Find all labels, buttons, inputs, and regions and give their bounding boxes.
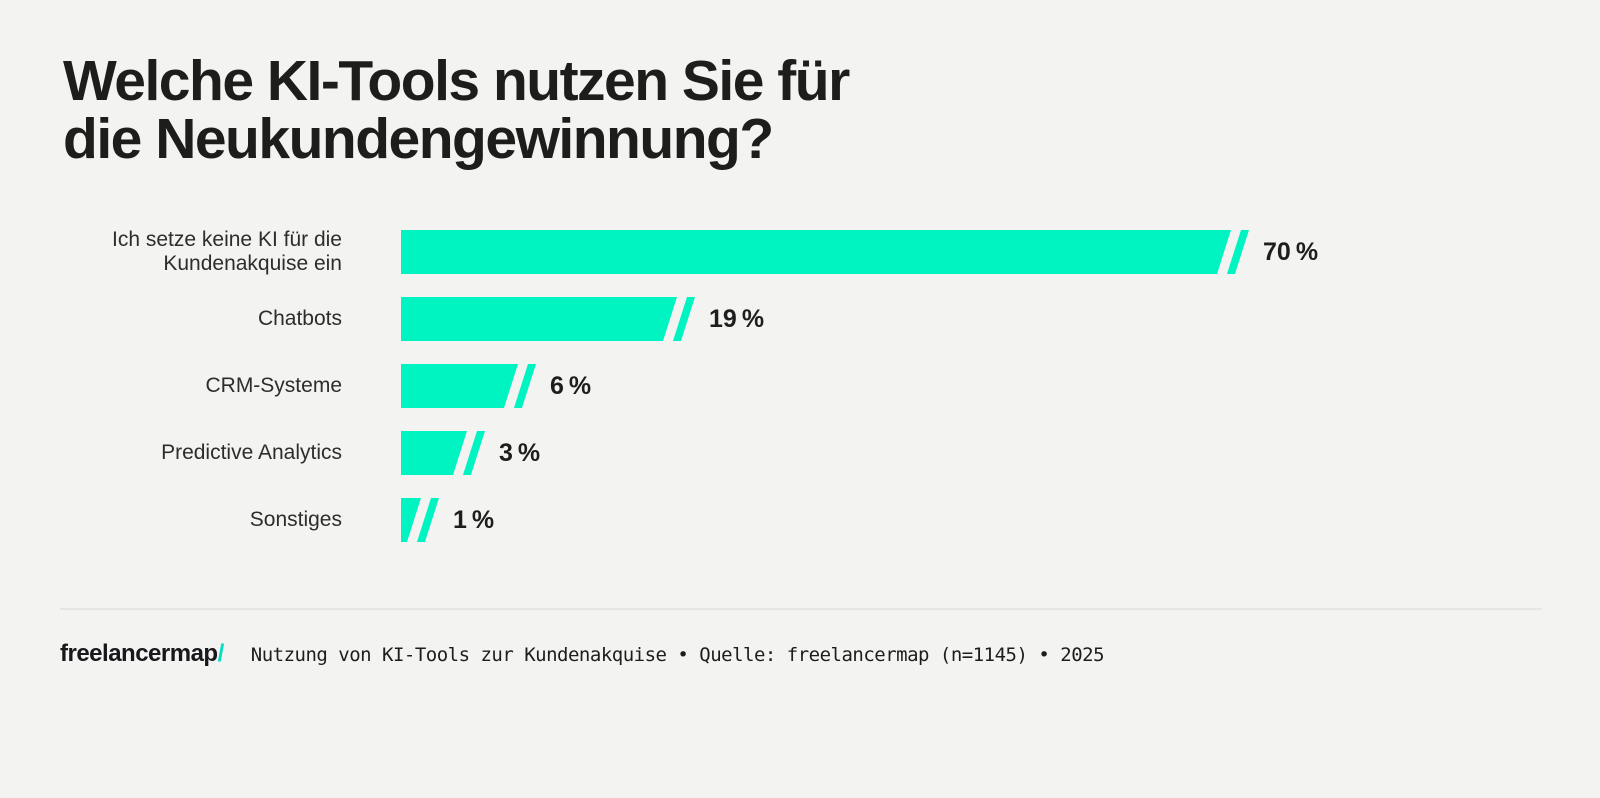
bar-group: 19 % — [401, 297, 764, 341]
value-label: 6 % — [550, 371, 592, 400]
bar-group: 6 % — [401, 364, 591, 408]
value-label: 19 % — [709, 304, 765, 333]
bar — [401, 230, 1231, 274]
infographic: Welche KI-Tools nutzen Sie für die Neuku… — [0, 52, 1600, 798]
bar — [401, 431, 467, 475]
bar-end-slash-icon — [672, 297, 695, 341]
category-label: Predictive Analytics — [161, 441, 342, 464]
value-label: 70 % — [1263, 237, 1319, 266]
value-label: 1 % — [453, 505, 495, 534]
brand-logo-text: freelancermap — [60, 640, 218, 667]
category-label: Ich setze keine KI für die Kundenakquise… — [112, 228, 342, 275]
value-label: 3 % — [499, 438, 541, 467]
category-label: CRM-Systeme — [205, 374, 342, 397]
bar-row: Chatbots 19 % — [60, 297, 1600, 341]
bar-group: 70 % — [401, 230, 1318, 274]
footer: freelancermap/ Nutzung von KI-Tools zur … — [60, 640, 1600, 668]
brand-logo: freelancermap/ — [60, 640, 224, 668]
category-label: Chatbots — [257, 307, 342, 330]
chart-title-line-1: Welche KI-Tools nutzen Sie für — [63, 49, 850, 113]
footer-divider — [60, 608, 1542, 610]
bar — [401, 364, 518, 408]
category-label: Sonstiges — [249, 508, 342, 531]
bar-group: 3 % — [401, 431, 540, 475]
source-caption: Nutzung von KI-Tools zur Kundenakquise •… — [250, 644, 1105, 666]
bar-chart: Ich setze keine KI für die Kundenakquise… — [60, 228, 1600, 542]
brand-slash-icon: / — [217, 640, 225, 667]
bar-end-slash-icon — [1226, 230, 1249, 274]
bar — [401, 297, 677, 341]
chart-title-line-2: die Neukundengewinnung? — [63, 107, 774, 171]
chart-title: Welche KI-Tools nutzen Sie für die Neuku… — [63, 52, 1600, 168]
bar-row: Predictive Analytics 3 % — [60, 431, 1600, 475]
bar-group: 1 % — [401, 498, 494, 542]
bar-row: CRM-Systeme 6 % — [60, 364, 1600, 408]
bar-end-slash-icon — [462, 431, 485, 475]
bar-end-slash-icon — [416, 498, 439, 542]
bar-row: Sonstiges 1 % — [60, 498, 1600, 542]
bar-row: Ich setze keine KI für die Kundenakquise… — [60, 228, 1600, 275]
bar-end-slash-icon — [513, 364, 536, 408]
